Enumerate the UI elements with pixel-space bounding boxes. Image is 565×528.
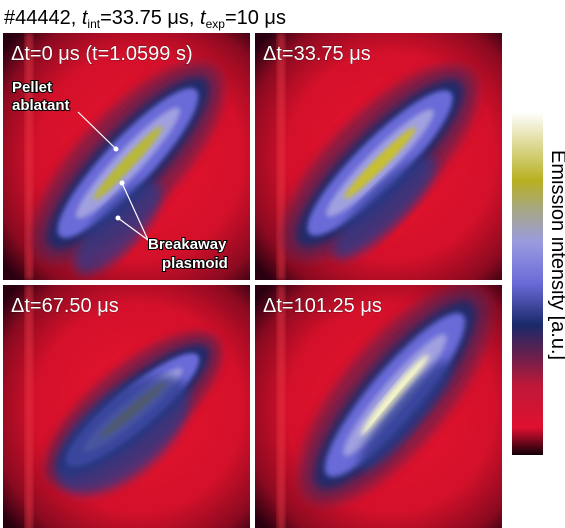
pointer-dot <box>116 216 121 221</box>
annotation: Breakaway <box>148 236 227 253</box>
image <box>3 33 253 292</box>
value: =10 μs <box>225 7 286 29</box>
stripe <box>25 33 33 280</box>
shot: #44442, <box>4 7 82 29</box>
title: #44442, tint=33.75 μs, texp=10 μs <box>4 7 286 31</box>
page: {"header": {"shot": "#44442, ", "t_int_s… <box>0 0 565 528</box>
panel-label: Δt=67.50 μs <box>11 295 119 317</box>
annotation: Pellet <box>12 79 52 96</box>
image-panel: Δt=67.50 μs <box>3 285 250 528</box>
image-panel: Δt=101.25 μs <box>255 257 523 528</box>
subscript: exp <box>206 17 226 31</box>
colorbar: Emission intensity [a.u.] <box>512 112 565 455</box>
header: #44442, tint=33.75 μs, texp=10 μs <box>4 7 286 31</box>
stripe <box>25 285 33 528</box>
image-panel: Δt=0 μs (t=1.0599 s) <box>3 33 253 292</box>
value: =33.75 μs, <box>100 7 200 29</box>
pointer-dot <box>120 181 125 186</box>
colorbar-label: Emission intensity [a.u.] <box>547 150 565 360</box>
pointer-dot <box>114 147 119 152</box>
image <box>3 285 250 528</box>
stripe <box>277 285 285 528</box>
panel-label: Δt=33.75 μs <box>263 43 371 65</box>
image-panel: Δt=33.75 μs <box>253 33 508 290</box>
panel-label: Δt=0 μs (t=1.0599 s) <box>11 43 193 65</box>
colorbar-gradient <box>512 112 543 455</box>
image <box>253 33 508 290</box>
figure: #44442, tint=33.75 μs, texp=10 μs Δt=0 μ… <box>0 0 565 528</box>
panel-label: Δt=101.25 μs <box>263 295 382 317</box>
annotation: ablatant <box>12 97 70 114</box>
subscript: int <box>87 17 100 31</box>
panels: Δt=0 μs (t=1.0599 s) Δt=33.75 μs Δt=67.50 … <box>3 33 523 528</box>
annotation: plasmoid <box>162 255 228 272</box>
